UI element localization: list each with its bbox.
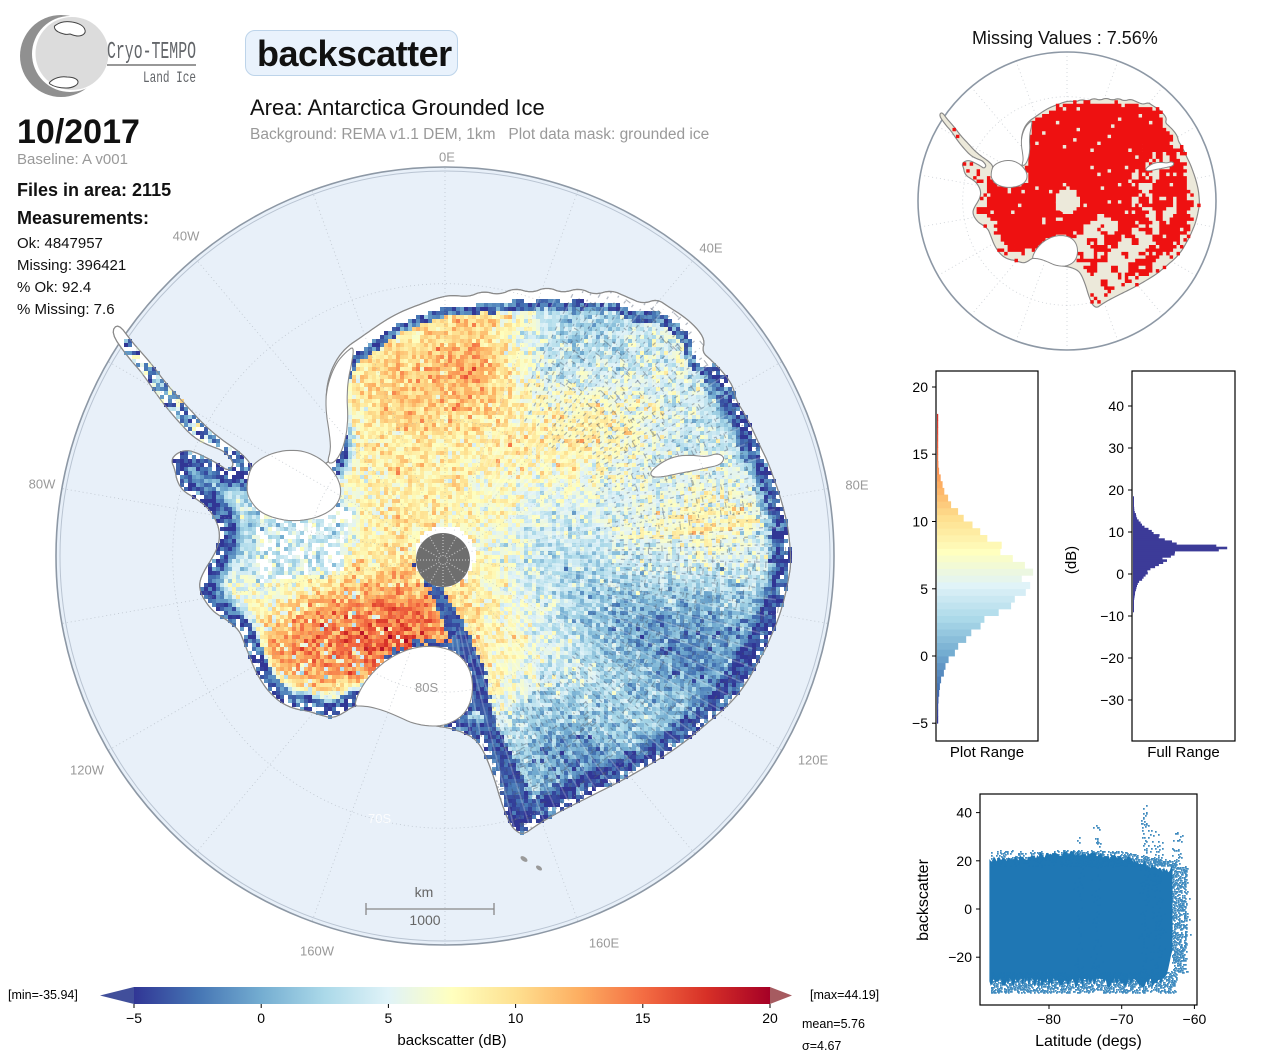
svg-text:Land Ice: Land Ice bbox=[143, 69, 196, 87]
svg-text:15: 15 bbox=[635, 1010, 651, 1026]
svg-text:20: 20 bbox=[1108, 482, 1124, 498]
svg-text:120W: 120W bbox=[70, 762, 105, 777]
svg-text:0: 0 bbox=[920, 648, 928, 664]
svg-text:20: 20 bbox=[956, 853, 972, 869]
svg-text:Full Range: Full Range bbox=[1147, 744, 1220, 761]
svg-text:(dB): (dB) bbox=[1063, 546, 1080, 574]
svg-text:[max=44.19]: [max=44.19] bbox=[810, 988, 879, 1002]
svg-text:40: 40 bbox=[956, 805, 972, 821]
svg-text:5: 5 bbox=[920, 581, 928, 597]
svg-text:40W: 40W bbox=[173, 228, 200, 243]
svg-text:−30: −30 bbox=[1100, 692, 1124, 708]
svg-text:0: 0 bbox=[1116, 566, 1124, 582]
svg-text:70S: 70S bbox=[368, 811, 391, 826]
svg-text:0: 0 bbox=[964, 901, 972, 917]
svg-text:−5: −5 bbox=[126, 1010, 142, 1026]
svg-text:80W: 80W bbox=[29, 476, 56, 491]
svg-text:Cryo-TEMPO: Cryo-TEMPO bbox=[107, 39, 196, 66]
svg-text:−10: −10 bbox=[1100, 608, 1124, 624]
svg-text:−70: −70 bbox=[1110, 1011, 1134, 1027]
svg-text:[min=-35.94]: [min=-35.94] bbox=[8, 988, 78, 1002]
svg-text:40E: 40E bbox=[699, 240, 722, 255]
svg-text:mean=5.76: mean=5.76 bbox=[802, 1017, 865, 1031]
svg-text:Latitude (degs): Latitude (degs) bbox=[1035, 1033, 1142, 1050]
svg-text:10: 10 bbox=[508, 1010, 524, 1026]
svg-text:80E: 80E bbox=[845, 477, 868, 492]
svg-text:10: 10 bbox=[1108, 524, 1124, 540]
svg-text:−5: −5 bbox=[912, 715, 928, 731]
svg-text:Plot Range: Plot Range bbox=[950, 744, 1024, 761]
svg-text:10: 10 bbox=[912, 514, 928, 530]
svg-text:−20: −20 bbox=[948, 949, 972, 965]
svg-text:5: 5 bbox=[385, 1010, 393, 1026]
svg-text:160W: 160W bbox=[300, 943, 335, 958]
svg-text:−20: −20 bbox=[1100, 650, 1124, 666]
svg-text:1000: 1000 bbox=[409, 912, 440, 928]
svg-text:−60: −60 bbox=[1183, 1011, 1207, 1027]
svg-text:σ=4.67: σ=4.67 bbox=[802, 1039, 841, 1053]
svg-text:15: 15 bbox=[912, 446, 928, 462]
svg-text:backscatter (dB): backscatter (dB) bbox=[397, 1032, 506, 1049]
svg-text:20: 20 bbox=[762, 1010, 778, 1026]
svg-text:160E: 160E bbox=[589, 935, 620, 950]
svg-text:−80: −80 bbox=[1037, 1011, 1061, 1027]
svg-text:km: km bbox=[415, 884, 434, 900]
svg-text:120E: 120E bbox=[798, 752, 829, 767]
svg-text:20: 20 bbox=[912, 379, 928, 395]
svg-text:0: 0 bbox=[257, 1010, 265, 1026]
svg-text:30: 30 bbox=[1108, 440, 1124, 456]
svg-text:80S: 80S bbox=[415, 680, 438, 695]
svg-text:backscatter: backscatter bbox=[915, 858, 932, 940]
svg-text:0E: 0E bbox=[439, 149, 455, 164]
svg-text:40: 40 bbox=[1108, 398, 1124, 414]
